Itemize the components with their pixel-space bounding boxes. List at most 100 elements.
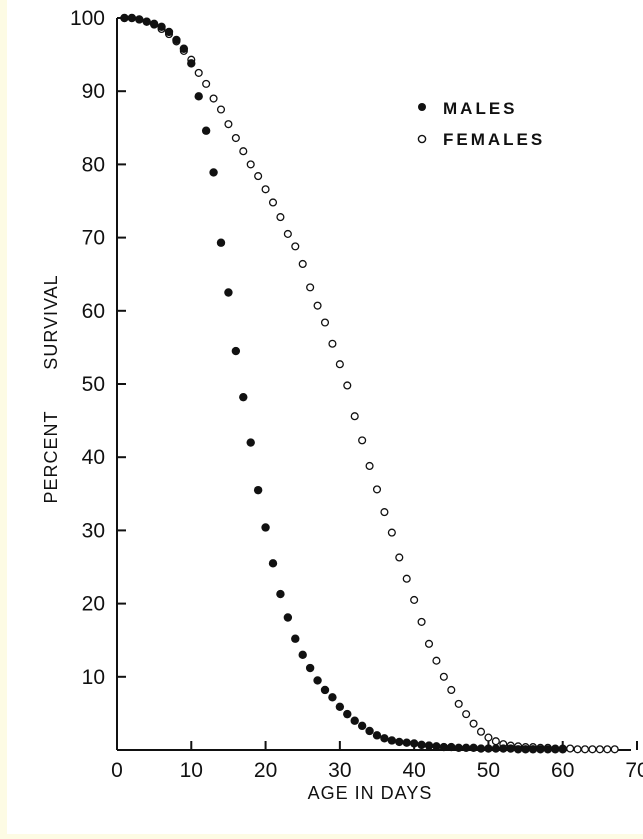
tick-labels: 10 20 30 40 50 60 70 80 90 100 0 10 20 30 40 50 60 70 [70, 7, 643, 782]
males-point [305, 663, 315, 673]
males-point [298, 650, 307, 660]
males-point [409, 739, 419, 748]
females-point [402, 574, 411, 583]
males-point [439, 742, 449, 752]
males-point [491, 744, 501, 753]
legend-males-label: MALES [443, 99, 518, 118]
females-point [350, 412, 359, 421]
chart-figure: 10 20 30 40 50 60 70 80 90 100 0 10 20 30 40 50 60 70 PER… [7, 0, 643, 834]
males-point [372, 731, 382, 740]
males-point [261, 523, 270, 532]
x-tick-label: 20 [254, 759, 277, 782]
males-point [231, 346, 241, 356]
males-point [424, 741, 434, 750]
females-point [313, 301, 322, 310]
females-point [454, 699, 463, 708]
males-point [239, 392, 248, 402]
x-axis-label: AGE IN DAYS [308, 783, 433, 803]
males-point [313, 676, 322, 685]
y-tick-label: 100 [70, 7, 105, 30]
females-point [476, 727, 486, 736]
males-point [187, 59, 196, 68]
males-point [484, 744, 493, 753]
males-point [476, 744, 486, 753]
females-point [395, 553, 404, 562]
y-tick-label: 60 [82, 300, 105, 323]
males-point [528, 745, 538, 754]
x-tick-label: 10 [180, 759, 203, 782]
females-point [610, 745, 619, 754]
males-point [172, 35, 181, 45]
females-point [216, 105, 226, 114]
males-point [253, 485, 263, 495]
y-tick-label: 40 [82, 446, 105, 469]
males-point [558, 745, 567, 754]
females-point [372, 485, 382, 494]
males-point [246, 438, 255, 447]
females-point [224, 120, 233, 129]
males-point [320, 685, 330, 695]
females-point [417, 617, 426, 626]
females-point [595, 745, 604, 754]
y-tick-label: 20 [82, 593, 105, 616]
x-tick-label: 70 [625, 759, 643, 782]
females-point [387, 528, 396, 537]
males-point [551, 745, 560, 754]
males-point [179, 44, 189, 53]
females-point [410, 595, 419, 604]
females-point [484, 733, 493, 742]
females-point [328, 339, 337, 348]
females-point [566, 744, 575, 753]
males-point [283, 613, 293, 622]
males-point [268, 559, 278, 568]
males-point [521, 745, 530, 754]
males-point [395, 737, 404, 747]
males-point [142, 17, 151, 26]
males-point [224, 288, 233, 297]
y-tick-label: 90 [82, 80, 105, 103]
females-point [202, 79, 211, 88]
males-point [461, 743, 471, 753]
legend: MALES FEMALES [417, 99, 542, 149]
females-point [254, 172, 263, 181]
females-point [462, 710, 471, 719]
males-point [135, 15, 144, 24]
females-point [343, 381, 352, 390]
males-point [276, 589, 285, 599]
females-point [335, 360, 344, 369]
females-point [231, 133, 240, 143]
females-series [120, 13, 619, 754]
females-point [239, 147, 248, 156]
females-point [320, 318, 330, 327]
females-point [298, 259, 307, 269]
females-point [380, 508, 389, 517]
males-point [291, 634, 300, 643]
females-point [365, 461, 374, 471]
females-point [573, 745, 582, 754]
females-point [491, 737, 500, 746]
males-point [469, 743, 478, 753]
females-point [261, 185, 270, 194]
females-point [439, 672, 448, 681]
males-point [201, 126, 211, 135]
males-point [417, 740, 426, 750]
females-point [283, 229, 292, 238]
males-point [380, 734, 389, 743]
males-point [365, 726, 374, 736]
females-point [603, 745, 612, 754]
males-point [402, 738, 411, 747]
males-point [536, 745, 545, 754]
females-point [194, 68, 203, 77]
females-point [306, 283, 315, 292]
females-point [291, 242, 300, 251]
males-point [149, 19, 159, 29]
males-point [328, 693, 337, 702]
x-tick-label: 50 [477, 759, 500, 782]
males-point [506, 744, 515, 753]
y-axis-label-survival: SURVIVAL [41, 274, 61, 369]
females-point [209, 94, 218, 103]
x-tick-label: 40 [402, 759, 425, 782]
males-point [157, 22, 166, 31]
y-tick-label: 30 [82, 519, 105, 542]
males-point [164, 27, 174, 37]
